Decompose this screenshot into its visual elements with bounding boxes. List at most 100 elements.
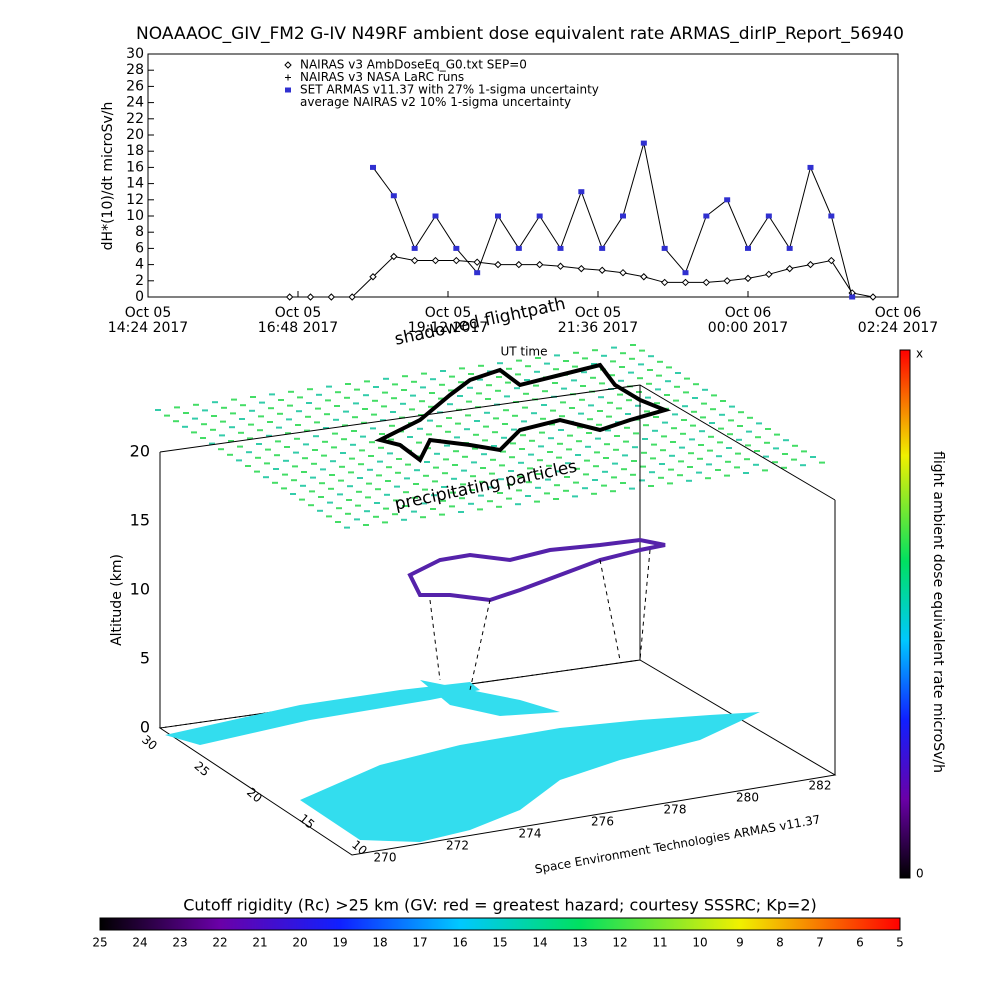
rigidity-tick-label: 18 bbox=[372, 936, 387, 950]
z-tick-label: 15 bbox=[130, 511, 150, 530]
x-axis-label: UT time bbox=[500, 345, 547, 359]
box-edges bbox=[159, 384, 836, 775]
land bbox=[165, 682, 480, 745]
lat-tick-label: 15 bbox=[297, 811, 318, 832]
point bbox=[473, 258, 481, 266]
rigidity-tick-label: 25 bbox=[92, 936, 107, 950]
colorbar-max: x bbox=[916, 347, 923, 361]
lon-tick-label: 270 bbox=[374, 851, 397, 865]
point bbox=[432, 213, 439, 219]
y-tick-label: 22 bbox=[126, 111, 144, 127]
x-tick-label: Oct 06 bbox=[725, 305, 772, 321]
point bbox=[431, 256, 440, 265]
point bbox=[390, 193, 397, 199]
legend-label: NAIRAS v3 AmbDoseEq_G0.txt SEP=0 bbox=[300, 58, 527, 72]
lon-tick-label: 280 bbox=[736, 791, 759, 805]
x-tick-label: 00:00 2017 bbox=[708, 320, 788, 336]
point bbox=[619, 268, 627, 277]
rigidity-tick-label: 17 bbox=[412, 936, 427, 950]
point bbox=[681, 278, 690, 287]
flightpath bbox=[407, 537, 666, 603]
y-tick-label: 26 bbox=[126, 78, 144, 94]
series-line bbox=[289, 255, 874, 298]
dose-grid bbox=[155, 344, 825, 529]
point bbox=[285, 293, 294, 301]
point bbox=[724, 197, 731, 203]
point bbox=[390, 252, 398, 261]
point bbox=[828, 213, 835, 219]
point bbox=[703, 213, 710, 219]
rigidity-tick-label: 21 bbox=[252, 936, 267, 950]
z-tick-label: 0 bbox=[140, 718, 150, 737]
point bbox=[556, 262, 565, 270]
point bbox=[348, 293, 356, 301]
y-tick-label: 8 bbox=[135, 224, 144, 240]
rigidity-colorbar bbox=[99, 917, 901, 931]
point bbox=[599, 245, 606, 251]
credit: Space Environment Technologies ARMAS v11… bbox=[534, 812, 822, 876]
legend-marker bbox=[284, 61, 292, 69]
z-tick-label: 10 bbox=[130, 580, 150, 599]
y-tick-label: 12 bbox=[126, 192, 144, 208]
lat-tick-label: 25 bbox=[192, 759, 213, 780]
legend-label: average NAIRAS v2 10% 1-sigma uncertaint… bbox=[300, 95, 571, 109]
x-tick-label: Oct 05 bbox=[575, 305, 621, 321]
point bbox=[869, 293, 877, 301]
y-tick-label: 14 bbox=[126, 176, 144, 192]
x-tick-label: Oct 05 bbox=[275, 305, 321, 321]
y-tick-label: 6 bbox=[135, 240, 144, 256]
point bbox=[452, 256, 461, 265]
point bbox=[660, 278, 669, 287]
point bbox=[849, 294, 856, 300]
point bbox=[495, 213, 501, 219]
x-tick-label: 02:24 2017 bbox=[858, 320, 938, 336]
x-tick-label: Oct 05 bbox=[125, 305, 171, 321]
rigidity-tick-label: 20 bbox=[292, 936, 307, 950]
point bbox=[327, 293, 336, 301]
colorbar-min: 0 bbox=[916, 867, 924, 881]
x-tick-label: Oct 06 bbox=[875, 305, 922, 321]
rigidity-tick-label: 24 bbox=[132, 936, 147, 950]
lon-tick-label: 278 bbox=[664, 803, 687, 817]
point bbox=[535, 260, 544, 269]
rigidity-tick-label: 8 bbox=[776, 936, 784, 950]
point bbox=[557, 245, 564, 251]
point bbox=[494, 260, 502, 269]
legend-label: SET ARMAS v11.37 with 27% 1-sigma uncert… bbox=[300, 83, 599, 97]
y-tick-label: 0 bbox=[135, 289, 144, 305]
point bbox=[598, 266, 606, 274]
rigidity-tick-label: 19 bbox=[332, 936, 347, 950]
land bbox=[420, 680, 560, 716]
rigidity-tick-label: 7 bbox=[816, 936, 824, 950]
point bbox=[640, 273, 648, 281]
land bbox=[300, 712, 760, 842]
point bbox=[765, 270, 773, 279]
legend-label: NAIRAS v3 NASA LaRC runs bbox=[300, 70, 464, 84]
point bbox=[370, 164, 376, 170]
point bbox=[765, 213, 772, 219]
chart-title: NOAAAOC_GIV_FM2 G-IV N49RF ambient dose … bbox=[136, 24, 904, 44]
plot-frame bbox=[147, 53, 899, 298]
y-axis-label: dH*(10)/dt microSv/h bbox=[100, 102, 116, 251]
y-tick-label: 10 bbox=[126, 208, 144, 224]
point bbox=[577, 264, 586, 273]
z-tick-label: 5 bbox=[140, 649, 150, 668]
rigidity-tick-label: 11 bbox=[652, 936, 667, 950]
point bbox=[702, 278, 711, 287]
point bbox=[410, 256, 419, 265]
rigidity-tick-label: 23 bbox=[172, 936, 187, 950]
lon-tick-label: 282 bbox=[809, 779, 832, 793]
y-tick-label: 20 bbox=[126, 127, 144, 143]
rigidity-tick-label: 14 bbox=[532, 936, 547, 950]
colorbar-title: flight ambient dose equivalent rate micr… bbox=[930, 451, 946, 773]
point bbox=[369, 273, 377, 281]
legend-marker bbox=[285, 87, 291, 93]
point bbox=[515, 260, 523, 269]
lon-tick-label: 274 bbox=[519, 827, 542, 841]
point bbox=[515, 245, 522, 251]
point bbox=[786, 245, 793, 251]
lon-tick-label: 276 bbox=[591, 815, 614, 829]
point bbox=[785, 264, 794, 273]
point bbox=[453, 245, 460, 251]
shadowed-flightpath bbox=[374, 362, 672, 464]
